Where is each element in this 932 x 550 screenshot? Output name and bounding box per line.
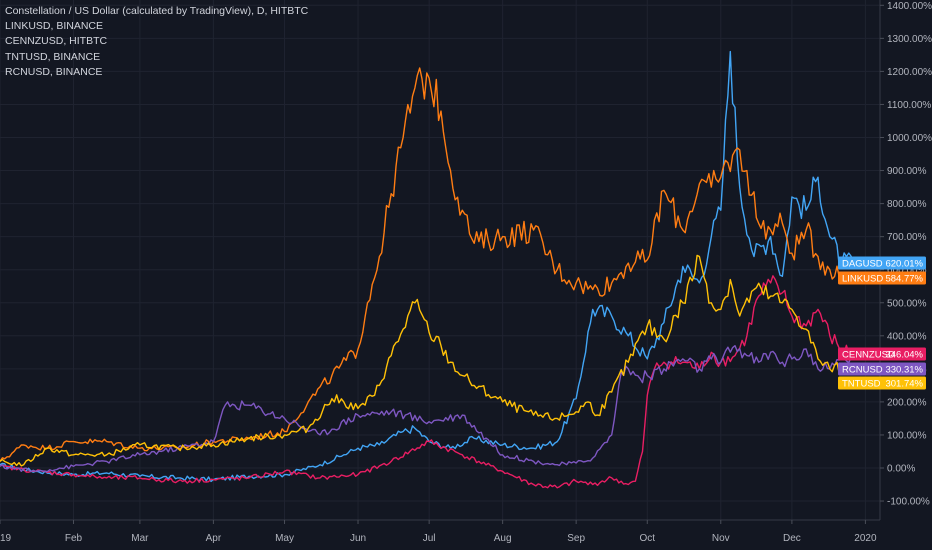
x-tick-label: Mar	[131, 533, 149, 544]
x-tick-label: May	[275, 533, 294, 544]
legend-tnt: TNTUSD, BINANCE	[5, 50, 101, 63]
y-tick-label: 0.00%	[887, 464, 915, 475]
y-tick-label: 1100.00%	[887, 100, 931, 111]
badge-symbol: CENNZUSD	[842, 349, 895, 360]
series-line-linkusd	[0, 67, 855, 462]
legend-link: LINKUSD, BINANCE	[5, 20, 104, 33]
x-tick-label: Nov	[712, 533, 730, 544]
badge-value: 346.04%	[885, 349, 923, 360]
badge-dagusd: DAGUSD 620.01%	[838, 256, 926, 270]
x-tick-label: Apr	[206, 533, 222, 544]
badge-tntusd: TNTUSD 301.74%	[838, 376, 926, 390]
badge-value: 330.31%	[885, 364, 923, 375]
badge-symbol: TNTUSD	[842, 378, 881, 389]
y-tick-label: 1400.00%	[887, 1, 932, 12]
series-line-tntusd	[0, 254, 854, 467]
badge-symbol: LINKUSD	[842, 273, 883, 284]
y-tick-label: 1300.00%	[887, 34, 932, 45]
series-line-cennzusd	[0, 275, 854, 489]
series-line-rcnusd	[0, 345, 854, 473]
badge-value: 301.74%	[885, 378, 923, 389]
series-badges: DAGUSD 620.01%LINKUSD 584.77%CENNZUSD346.0…	[838, 256, 926, 390]
x-tick-label: 2019	[0, 533, 12, 544]
x-tick-label: Jun	[350, 533, 366, 544]
badge-bg	[838, 376, 926, 390]
legend-rcn: RCNUSD, BINANCE	[5, 65, 103, 78]
x-tick-label: 2020	[854, 533, 877, 544]
x-tick-label: Sep	[567, 533, 585, 544]
x-tick-label: Aug	[494, 533, 512, 544]
y-tick-label: 1200.00%	[887, 67, 932, 78]
badge-bg	[838, 347, 926, 361]
legend: Constellation / US Dollar (calculated by…	[5, 4, 308, 80]
y-tick-label: -100.00%	[887, 497, 930, 508]
badge-rcnusd: RCNUSD 330.31%	[838, 362, 926, 376]
y-tick-label: 900.00%	[887, 166, 927, 177]
y-tick-label: 700.00%	[887, 232, 927, 243]
y-tick-label: 200.00%	[887, 397, 927, 408]
y-tick-label: 500.00%	[887, 298, 927, 309]
x-tick-label: Dec	[783, 533, 801, 544]
badge-bg	[838, 271, 926, 285]
badge-bg	[838, 256, 926, 270]
badge-linkusd: LINKUSD 584.77%	[838, 271, 926, 285]
x-axis: 2019 Feb Mar Apr May Jun Jul Aug Sep Oct Nov Dec 202…	[0, 519, 880, 544]
legend-cennz: CENNZUSD, HITBTC	[5, 35, 108, 48]
y-tick-label: 100.00%	[887, 430, 927, 441]
badge-bg	[838, 362, 926, 376]
badge-symbol: RCNUSD	[842, 364, 883, 375]
x-tick-label: Oct	[639, 533, 655, 544]
y-tick-label: 800.00%	[887, 199, 927, 210]
series-line-dagusd	[0, 50, 855, 483]
badge-value: 584.77%	[885, 273, 923, 284]
badge-value: 620.01%	[885, 258, 923, 269]
legend-main-title: Constellation / US Dollar (calculated by…	[5, 5, 309, 17]
y-tick-label: 1000.00%	[887, 133, 932, 144]
x-tick-label: Jul	[423, 533, 436, 544]
y-tick-label: 400.00%	[887, 331, 927, 342]
y-tick-label: 600.00%	[887, 265, 927, 276]
series-lines	[0, 50, 855, 489]
badge-symbol: DAGUSD	[842, 258, 883, 269]
x-tick-label: Feb	[65, 533, 83, 544]
